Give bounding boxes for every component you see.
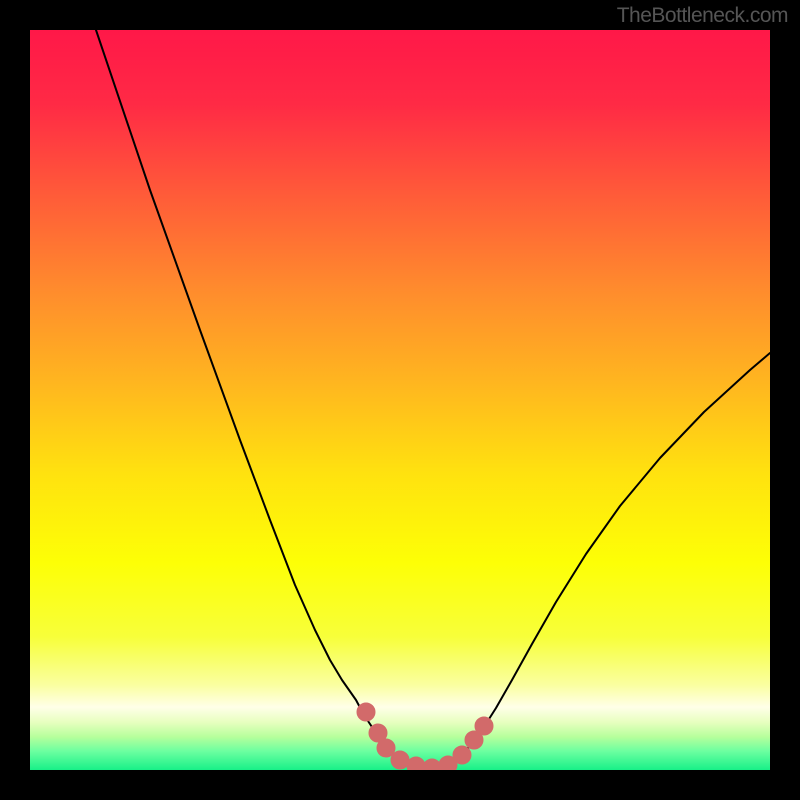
chart-container: TheBottleneck.com xyxy=(0,0,800,800)
plot-svg xyxy=(30,30,770,770)
curve-marker xyxy=(407,757,425,770)
curve-marker xyxy=(377,739,395,757)
curve-marker xyxy=(475,717,493,735)
attribution-text: TheBottleneck.com xyxy=(617,4,788,28)
plot-area xyxy=(30,30,770,770)
curve-marker xyxy=(391,751,409,769)
curve-marker xyxy=(453,746,471,764)
gradient-background xyxy=(30,30,770,770)
curve-marker xyxy=(357,703,375,721)
